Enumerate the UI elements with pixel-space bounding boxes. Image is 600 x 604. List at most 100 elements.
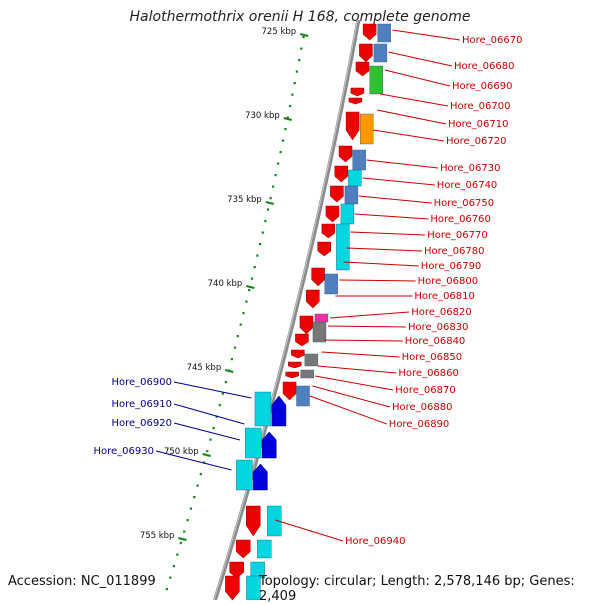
ruler-dot — [291, 93, 294, 96]
gene-arrow-red — [229, 561, 244, 579]
ruler-dot — [183, 530, 186, 533]
tick-label: 750 kbp — [164, 447, 199, 457]
ruler-dot — [169, 576, 172, 579]
gene-block-cyan — [254, 391, 272, 427]
ruler-dot — [230, 358, 233, 361]
gene-label: Hore_06700 — [450, 101, 511, 112]
gene-block — [296, 385, 310, 407]
tick-mark — [178, 537, 187, 541]
gene-label: Hore_06860 — [398, 368, 459, 379]
gene-block — [348, 169, 362, 187]
tick-label: 755 kbp — [140, 531, 175, 541]
ruler-dot — [172, 565, 175, 568]
gene-arrow-red — [295, 333, 309, 347]
ruler-dot — [239, 323, 242, 326]
gene-block — [300, 369, 314, 379]
gene-label: Hore_06770 — [427, 230, 488, 241]
label-connector — [173, 381, 252, 399]
label-connector — [354, 213, 429, 220]
gene-arrow-blue — [271, 395, 287, 427]
gene-arrow-blue — [261, 431, 277, 459]
gene-arrow-red — [334, 165, 349, 183]
label-connector — [358, 195, 432, 204]
ruler-dot — [179, 542, 182, 545]
gene-arrow-red — [285, 371, 299, 379]
gene-label: Hore_06790 — [421, 261, 482, 272]
ruler-dot — [272, 185, 275, 188]
ruler-dot — [289, 105, 292, 108]
gene-arrow-red — [236, 539, 251, 559]
gene-block — [336, 223, 350, 271]
gene-block-cyan — [267, 505, 282, 537]
gene-arrow-red — [325, 205, 340, 223]
ruler-dot — [253, 266, 256, 269]
gene-label: Hore_06940 — [345, 536, 406, 547]
coordinate-ticks: 725 kbp 730 kbp 735 kbp 740 kbp 745 kbp 750 k… — [140, 27, 309, 541]
tick-label: 735 kbp — [227, 195, 262, 205]
ruler-dot — [245, 300, 248, 303]
gene-arrow-red — [330, 185, 344, 203]
label-connector — [339, 279, 416, 282]
ruler-dot — [256, 254, 259, 257]
ruler-dot — [224, 381, 227, 384]
label-connector — [362, 177, 435, 186]
label-connector — [329, 311, 410, 319]
label-connector — [327, 325, 407, 328]
gene-block — [352, 149, 366, 171]
gene-labels: Hore_06670 Hore_06680 Hore_06690 Hore_06700… — [94, 29, 523, 547]
gene-label: Hore_06730 — [440, 163, 501, 174]
tick-label: 745 kbp — [187, 363, 222, 373]
label-connector — [388, 51, 453, 67]
gene-block — [373, 43, 388, 63]
gene-label: Hore_06840 — [405, 336, 466, 347]
gene-block — [340, 203, 355, 225]
gene-block-cyan — [245, 427, 262, 459]
gene-block — [324, 273, 338, 295]
ruler-dot — [233, 346, 236, 349]
gene-label: Hore_06800 — [418, 276, 479, 287]
ruler-dot — [277, 162, 280, 165]
gene-arrow-red — [355, 61, 370, 77]
gene-block-cyan — [236, 459, 253, 491]
ruler-dot — [274, 174, 277, 177]
tick-label: 730 kbp — [245, 111, 280, 121]
label-connector — [376, 109, 447, 125]
gene-arrow-red — [345, 111, 360, 141]
gene-arrow-red — [350, 87, 365, 97]
gene-label: Hore_06820 — [411, 307, 472, 318]
gene-arrow-red — [338, 145, 353, 163]
gene-label: Hore_06870 — [395, 385, 456, 396]
ruler-dot — [186, 519, 189, 522]
gene-label: Hore_06690 — [452, 81, 513, 92]
gene-block — [344, 185, 359, 205]
ruler-dot — [176, 553, 179, 556]
tick-mark — [299, 33, 309, 37]
label-connector — [350, 231, 426, 236]
genome-backbone — [213, 19, 361, 600]
ruler-dot — [293, 82, 296, 85]
ruler-dot — [302, 36, 305, 39]
ruler-dot — [266, 208, 270, 211]
ruler-dot — [196, 484, 199, 487]
gene-features — [225, 23, 391, 600]
gene-arrow-red — [311, 267, 325, 287]
tick-mark — [265, 201, 275, 205]
tick-label: 725 kbp — [262, 27, 297, 37]
genome-title: Halothermothrix orenii H 168, complete g… — [129, 9, 471, 25]
ruler-dot — [284, 128, 287, 131]
gene-arrow-red — [282, 381, 297, 401]
gene-block — [312, 321, 327, 343]
ruler-dot — [259, 243, 262, 246]
gene-block — [359, 113, 374, 145]
ruler-dot — [248, 289, 251, 292]
ruler-dot — [218, 404, 221, 407]
gene-label: Hore_06760 — [430, 214, 491, 225]
gene-label: Hore_06750 — [434, 198, 495, 209]
gene-label: Hore_06910 — [112, 399, 173, 410]
label-connector — [317, 365, 397, 374]
gene-block — [314, 313, 329, 323]
gene-arrow-red — [291, 349, 305, 359]
ruler-dot — [242, 312, 245, 315]
label-connector — [324, 339, 403, 342]
